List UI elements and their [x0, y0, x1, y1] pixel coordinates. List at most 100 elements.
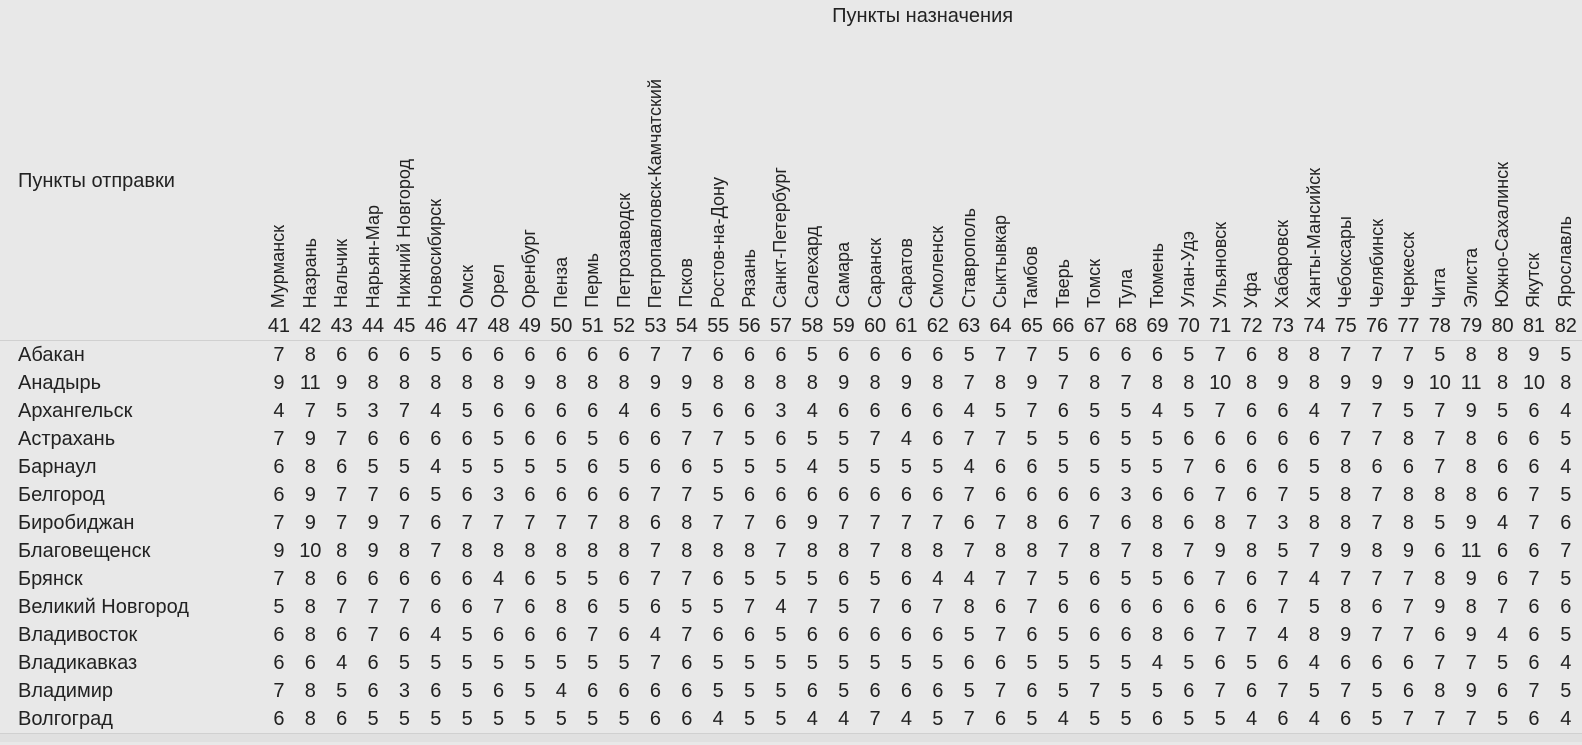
value-cell: 8	[577, 369, 608, 397]
value-cell: 6	[1016, 677, 1047, 705]
value-cell: 8	[1550, 369, 1582, 397]
value-cell: 5	[859, 565, 890, 593]
destination-column-header: Тверь	[1048, 28, 1079, 312]
value-cell: 4	[1299, 705, 1330, 733]
value-cell: 5	[546, 453, 577, 481]
value-cell: 5	[1048, 621, 1079, 649]
destination-column-header: Омск	[452, 28, 483, 312]
destination-index: 72	[1236, 312, 1267, 341]
value-cell: 5	[922, 649, 953, 677]
value-cell: 5	[1205, 705, 1236, 733]
value-cell: 6	[1048, 397, 1079, 425]
value-cell: 6	[1267, 705, 1298, 733]
value-cell: 7	[859, 425, 890, 453]
destination-label: Петрозаводск	[609, 193, 640, 308]
value-cell: 5	[1424, 509, 1455, 537]
value-cell: 6	[891, 677, 922, 705]
value-cell: 6	[263, 705, 294, 733]
value-cell: 8	[295, 705, 326, 733]
value-cell: 8	[514, 537, 545, 565]
value-cell: 5	[828, 649, 859, 677]
destination-index: 56	[734, 312, 765, 341]
index-row-pad	[0, 312, 263, 341]
value-cell: 5	[1550, 621, 1582, 649]
value-cell: 6	[703, 565, 734, 593]
value-cell: 4	[1550, 649, 1582, 677]
value-cell: 7	[1518, 509, 1549, 537]
value-cell: 5	[1016, 705, 1047, 733]
destination-label: Смоленск	[922, 226, 953, 308]
value-cell: 6	[671, 705, 702, 733]
value-cell: 6	[1518, 649, 1549, 677]
value-cell: 6	[985, 481, 1016, 509]
value-cell: 7	[546, 509, 577, 537]
destination-label: Хабаровск	[1267, 220, 1298, 308]
value-cell: 5	[1079, 649, 1110, 677]
value-cell: 6	[1236, 677, 1267, 705]
table-row: Владивосток68676456667647665666665765668…	[0, 621, 1582, 649]
value-cell: 7	[1330, 565, 1361, 593]
value-cell: 7	[703, 509, 734, 537]
value-cell: 5	[1267, 537, 1298, 565]
value-cell: 6	[389, 565, 420, 593]
origin-label: Владивосток	[0, 621, 263, 649]
value-cell: 7	[1110, 369, 1141, 397]
value-cell: 7	[1330, 677, 1361, 705]
value-cell: 6	[891, 341, 922, 370]
value-cell: 6	[577, 481, 608, 509]
value-cell: 7	[1205, 677, 1236, 705]
value-cell: 10	[295, 537, 326, 565]
value-cell: 9	[295, 509, 326, 537]
value-cell: 5	[1173, 397, 1204, 425]
value-cell: 4	[1236, 705, 1267, 733]
value-cell: 7	[326, 481, 357, 509]
value-cell: 8	[734, 369, 765, 397]
value-cell: 6	[1267, 425, 1298, 453]
value-cell: 4	[954, 453, 985, 481]
value-cell: 5	[828, 453, 859, 481]
value-cell: 8	[295, 341, 326, 370]
destination-label: Пермь	[577, 253, 608, 308]
value-cell: 8	[420, 369, 451, 397]
value-cell: 5	[922, 705, 953, 733]
value-cell: 7	[1550, 537, 1582, 565]
value-cell: 6	[640, 509, 671, 537]
value-cell: 9	[263, 369, 294, 397]
value-cell: 8	[1079, 369, 1110, 397]
origin-label: Владикавказ	[0, 649, 263, 677]
value-cell: 8	[1299, 509, 1330, 537]
value-cell: 6	[1142, 341, 1173, 370]
value-cell: 5	[1299, 453, 1330, 481]
value-cell: 6	[1236, 341, 1267, 370]
value-cell: 6	[420, 565, 451, 593]
value-cell: 6	[577, 397, 608, 425]
value-cell: 6	[640, 593, 671, 621]
value-cell: 11	[295, 369, 326, 397]
value-cell: 9	[357, 509, 388, 537]
value-cell: 6	[891, 621, 922, 649]
value-cell: 8	[1142, 621, 1173, 649]
value-cell: 5	[452, 677, 483, 705]
destination-column-header: Санкт-Петербург	[765, 28, 796, 312]
value-cell: 7	[1173, 453, 1204, 481]
destination-label: Ярославль	[1550, 216, 1581, 308]
value-cell: 9	[514, 369, 545, 397]
value-cell: 6	[389, 481, 420, 509]
value-cell: 6	[608, 341, 639, 370]
value-cell: 6	[1173, 621, 1204, 649]
value-cell: 6	[922, 481, 953, 509]
value-cell: 6	[514, 593, 545, 621]
value-cell: 7	[859, 705, 890, 733]
value-cell: 5	[483, 425, 514, 453]
value-cell: 5	[765, 621, 796, 649]
value-cell: 7	[671, 341, 702, 370]
destination-index: 74	[1299, 312, 1330, 341]
value-cell: 9	[357, 537, 388, 565]
table-row: Брянск7866666465567765556564477565567674…	[0, 565, 1582, 593]
value-cell: 5	[546, 705, 577, 733]
destination-column-header: Южно-Сахалинск	[1487, 28, 1518, 312]
value-cell: 8	[1424, 565, 1455, 593]
value-cell: 8	[1330, 453, 1361, 481]
origin-label: Брянск	[0, 565, 263, 593]
value-cell: 5	[1048, 565, 1079, 593]
